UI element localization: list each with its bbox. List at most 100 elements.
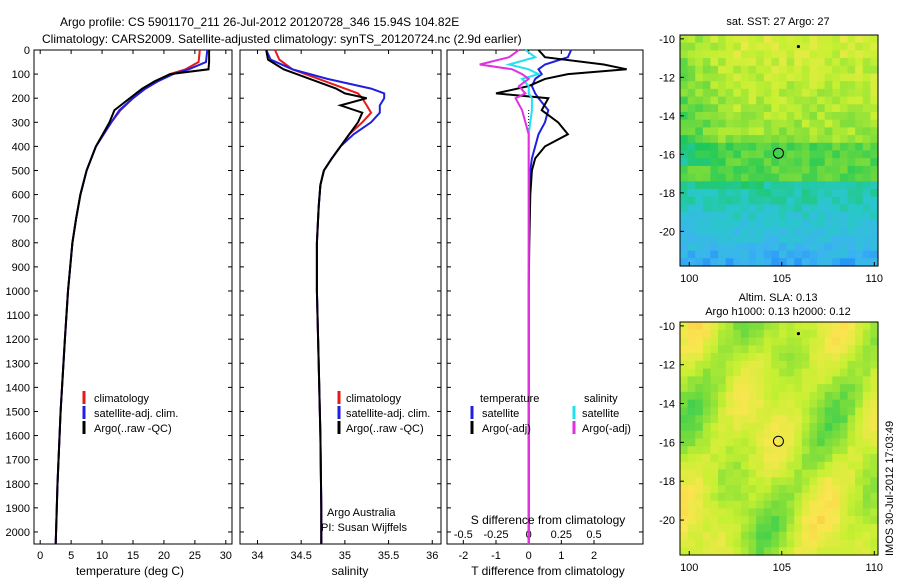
map-cell xyxy=(839,345,849,354)
map-cell xyxy=(862,104,871,113)
map-cell xyxy=(786,35,795,44)
map-cell xyxy=(839,212,849,221)
map-cell xyxy=(725,165,734,175)
map-cell xyxy=(779,446,788,455)
map-cell xyxy=(771,446,780,455)
map-cell xyxy=(794,539,803,548)
map-cell xyxy=(855,65,864,75)
map-cell xyxy=(725,329,734,339)
map-cell xyxy=(687,165,696,175)
map-cell xyxy=(779,322,788,331)
map-cell xyxy=(740,446,750,455)
x-tick-label: 10 xyxy=(96,550,108,562)
map-cell xyxy=(725,500,734,509)
map-cell xyxy=(740,360,750,370)
map-cell xyxy=(725,112,734,121)
map-cell xyxy=(680,492,689,502)
map-cell xyxy=(756,485,765,494)
map-cell xyxy=(779,73,788,82)
map-cell xyxy=(809,438,818,447)
map-cell xyxy=(740,158,750,167)
sla-map-title: Altim. SLA: 0.13 xyxy=(739,292,818,304)
map-cell xyxy=(809,446,818,455)
map-cell xyxy=(710,42,719,51)
map-cell xyxy=(740,461,750,471)
map-cell xyxy=(832,81,841,90)
map-cell xyxy=(832,353,841,362)
map-cell xyxy=(710,73,719,82)
map-cell xyxy=(839,391,849,401)
map-cell xyxy=(832,438,841,447)
map-cell xyxy=(839,88,849,98)
map-cell xyxy=(695,454,704,463)
map-cell xyxy=(763,485,772,494)
map-cell xyxy=(824,415,833,424)
map-cell xyxy=(855,430,864,440)
map-cell xyxy=(801,119,811,128)
map-cell xyxy=(779,96,788,105)
map-cell xyxy=(756,242,765,252)
map-cell xyxy=(763,35,772,44)
map-cell xyxy=(710,227,719,236)
map-cell xyxy=(710,35,719,44)
map-cell xyxy=(718,219,727,229)
map-cell xyxy=(824,96,833,105)
map-cell xyxy=(725,360,734,370)
map-cell xyxy=(832,35,841,44)
map-cell xyxy=(718,446,727,455)
map-cell xyxy=(862,158,871,167)
map-cell xyxy=(824,477,833,486)
map-cell xyxy=(809,112,818,121)
map-cell xyxy=(786,329,795,339)
map-cell xyxy=(771,477,780,486)
map-cell xyxy=(725,531,734,541)
map-cell xyxy=(702,150,712,159)
map-cell xyxy=(702,508,712,517)
map-cell xyxy=(680,35,689,44)
map-cell xyxy=(740,523,750,533)
map-cell xyxy=(832,516,841,525)
map-cell xyxy=(771,212,780,221)
map-cell xyxy=(756,181,765,190)
map-cell xyxy=(832,235,841,244)
map-cell xyxy=(771,353,780,362)
map-cell xyxy=(763,438,772,447)
map-cell xyxy=(733,135,742,144)
map-cell xyxy=(817,235,826,244)
map-cell xyxy=(794,96,803,105)
map-cell xyxy=(687,329,696,339)
map-cell xyxy=(748,196,757,205)
map-cell xyxy=(771,104,780,113)
map-cell xyxy=(725,196,734,205)
map-cell xyxy=(687,539,696,548)
map-cell xyxy=(779,516,788,525)
map-cell xyxy=(725,376,734,385)
map-cell xyxy=(809,508,818,517)
map-cell xyxy=(710,50,719,59)
map-cell xyxy=(702,112,712,121)
map-cell xyxy=(870,189,879,198)
map-cell xyxy=(740,73,750,82)
map-cell xyxy=(733,523,742,533)
series-line-salinity-argo-adj- xyxy=(479,49,531,544)
map-cell xyxy=(817,399,826,409)
s-tick-label: 0.25 xyxy=(551,529,572,541)
map-cell xyxy=(771,345,780,354)
map-cell xyxy=(687,104,696,113)
map-cell xyxy=(824,65,833,75)
map-cell xyxy=(771,547,780,556)
map-cell xyxy=(801,42,811,51)
map-cell xyxy=(870,65,879,75)
map-cell xyxy=(786,430,795,440)
map-cell xyxy=(847,173,856,182)
map-cell xyxy=(695,391,704,401)
map-cell xyxy=(771,523,780,533)
map-cell xyxy=(855,104,864,113)
map-cell xyxy=(756,446,765,455)
map-cell xyxy=(847,391,856,401)
map-cell xyxy=(748,173,757,182)
map-cell xyxy=(855,158,864,167)
map-cell xyxy=(855,242,864,252)
map-cell xyxy=(763,500,772,509)
map-cell xyxy=(695,104,704,113)
